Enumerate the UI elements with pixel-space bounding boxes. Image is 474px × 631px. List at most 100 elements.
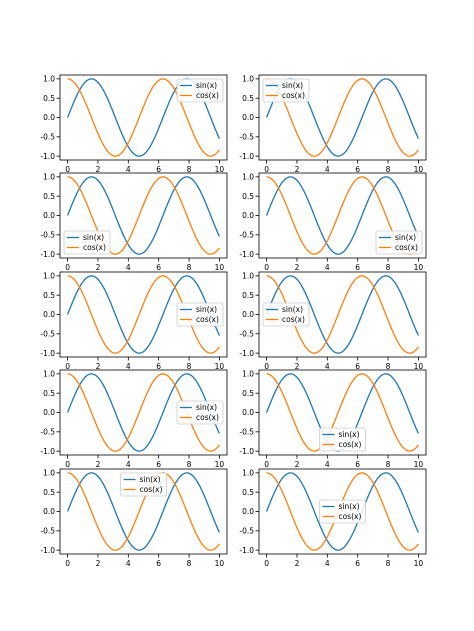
x-tick-label: 10 bbox=[414, 559, 424, 568]
series-line-sin bbox=[265, 176, 420, 255]
y-tick-label: -0.5 bbox=[40, 527, 55, 536]
y-tick-label: 1.0 bbox=[43, 75, 55, 84]
x-tick-label: 2 bbox=[295, 362, 300, 371]
legend: sin(x)cos(x) bbox=[63, 230, 111, 255]
y-tick-label: -0.5 bbox=[239, 231, 254, 240]
series-line-cos bbox=[67, 472, 220, 551]
x-tick-label: 2 bbox=[96, 559, 101, 568]
legend-box bbox=[262, 78, 310, 103]
legend-label: sin(x) bbox=[282, 81, 303, 90]
x-tick-label: 6 bbox=[156, 362, 161, 371]
subplot-10: 0 2 4 6 8 10 1.0 0.5 0.0 -0.5 -1.0 sin(x)cos(x) bbox=[239, 469, 427, 568]
y-tick-label: 0.0 bbox=[43, 113, 55, 122]
legend: sin(x)cos(x) bbox=[375, 230, 423, 255]
x-tick-label: 2 bbox=[295, 559, 300, 568]
x-tick-label: 8 bbox=[187, 460, 192, 469]
y-tick-label: 0.0 bbox=[43, 507, 55, 516]
legend-box bbox=[176, 302, 224, 327]
y-tick-label: -1.0 bbox=[239, 250, 254, 259]
x-tick-label: 10 bbox=[414, 263, 424, 272]
x-tick-label: 2 bbox=[96, 362, 101, 371]
x-tick-label: 4 bbox=[126, 460, 131, 469]
y-tick-label: 0.5 bbox=[242, 488, 254, 497]
series-line-sin bbox=[66, 275, 221, 354]
x-tick-label: 10 bbox=[215, 263, 225, 272]
x-tick-label: 6 bbox=[355, 263, 360, 272]
x-tick-label: 6 bbox=[355, 460, 360, 469]
y-tick-label: 0.0 bbox=[242, 408, 254, 417]
legend-box bbox=[319, 499, 366, 524]
series-line-sin bbox=[265, 275, 420, 354]
legend-label: cos(x) bbox=[196, 413, 219, 422]
legend: sin(x)cos(x) bbox=[262, 78, 310, 103]
subplot-2: 0 2 4 6 8 10 1.0 0.5 0.0 -0.5 -1.0 sin(x)cos(x) bbox=[239, 75, 427, 174]
legend-label: cos(x) bbox=[140, 485, 163, 494]
x-tick-label: 10 bbox=[414, 362, 424, 371]
legend-label: sin(x) bbox=[282, 305, 303, 314]
legend-label: cos(x) bbox=[196, 315, 219, 324]
y-tick-label: 0.5 bbox=[43, 488, 55, 497]
x-tick-label: 0 bbox=[65, 460, 70, 469]
x-tick-label: 0 bbox=[264, 165, 269, 174]
y-tick-label: 0.5 bbox=[43, 389, 55, 398]
x-tick-label: 6 bbox=[156, 559, 161, 568]
y-tick-label: 1.0 bbox=[43, 469, 55, 478]
y-tick-label: 0.5 bbox=[43, 291, 55, 300]
y-tick-label: -0.5 bbox=[239, 133, 254, 142]
x-tick-label: 10 bbox=[215, 559, 225, 568]
legend-label: sin(x) bbox=[339, 502, 360, 511]
legend: sin(x)cos(x) bbox=[262, 302, 310, 327]
y-tick-label: -1.0 bbox=[239, 447, 254, 456]
x-tick-label: 6 bbox=[355, 165, 360, 174]
x-tick-label: 2 bbox=[96, 460, 101, 469]
y-tick-label: 1.0 bbox=[242, 173, 254, 182]
subplot-1: 0 2 4 6 8 10 1.0 0.5 0.0 -0.5 -1.0 sin(x)cos(x) bbox=[40, 75, 228, 174]
y-tick-label: -0.5 bbox=[239, 330, 254, 339]
legend-label: cos(x) bbox=[83, 243, 106, 252]
legend: sin(x)cos(x) bbox=[319, 499, 366, 524]
legend-box bbox=[262, 302, 310, 327]
series-line-sin bbox=[66, 373, 221, 452]
y-tick-label: 1.0 bbox=[43, 272, 55, 281]
x-tick-label: 0 bbox=[264, 263, 269, 272]
y-tick-label: 0.0 bbox=[242, 507, 254, 516]
y-tick-label: -0.5 bbox=[40, 231, 55, 240]
y-tick-label: -0.5 bbox=[239, 428, 254, 437]
x-tick-label: 8 bbox=[187, 165, 192, 174]
legend: sin(x)cos(x) bbox=[319, 427, 366, 452]
x-tick-label: 10 bbox=[215, 460, 225, 469]
x-tick-label: 6 bbox=[156, 263, 161, 272]
y-tick-label: -1.0 bbox=[239, 546, 254, 555]
x-tick-label: 0 bbox=[65, 362, 70, 371]
x-tick-label: 4 bbox=[126, 165, 131, 174]
y-tick-label: -1.0 bbox=[40, 349, 55, 358]
x-tick-label: 10 bbox=[215, 362, 225, 371]
subplot-3: 0 2 4 6 8 10 1.0 0.5 0.0 -0.5 -1.0 sin(x)cos(x) bbox=[40, 173, 228, 272]
y-tick-label: 1.0 bbox=[242, 469, 254, 478]
x-tick-label: 8 bbox=[386, 165, 391, 174]
legend-label: sin(x) bbox=[140, 475, 161, 484]
x-tick-label: 4 bbox=[325, 165, 330, 174]
legend: sin(x)cos(x) bbox=[176, 302, 224, 327]
x-tick-label: 4 bbox=[126, 559, 131, 568]
y-tick-label: 0.5 bbox=[242, 94, 254, 103]
x-tick-label: 2 bbox=[295, 460, 300, 469]
y-tick-label: 1.0 bbox=[242, 272, 254, 281]
legend-box bbox=[375, 230, 423, 255]
legend-label: cos(x) bbox=[282, 91, 305, 100]
x-tick-label: 4 bbox=[126, 263, 131, 272]
legend-box bbox=[319, 427, 366, 452]
y-tick-label: 1.0 bbox=[43, 173, 55, 182]
legend-label: sin(x) bbox=[196, 403, 217, 412]
legend-label: sin(x) bbox=[196, 305, 217, 314]
y-tick-label: -0.5 bbox=[40, 330, 55, 339]
y-tick-label: 0.5 bbox=[242, 291, 254, 300]
x-tick-label: 0 bbox=[264, 559, 269, 568]
subplot-9: 0 2 4 6 8 10 1.0 0.5 0.0 -0.5 -1.0 sin(x)cos(x) bbox=[40, 469, 228, 568]
legend-label: cos(x) bbox=[339, 512, 362, 521]
x-tick-label: 8 bbox=[386, 263, 391, 272]
x-tick-label: 2 bbox=[295, 263, 300, 272]
x-tick-label: 4 bbox=[325, 460, 330, 469]
subplot-6: 0 2 4 6 8 10 1.0 0.5 0.0 -0.5 -1.0 sin(x)cos(x) bbox=[239, 272, 427, 371]
y-tick-label: 1.0 bbox=[43, 370, 55, 379]
